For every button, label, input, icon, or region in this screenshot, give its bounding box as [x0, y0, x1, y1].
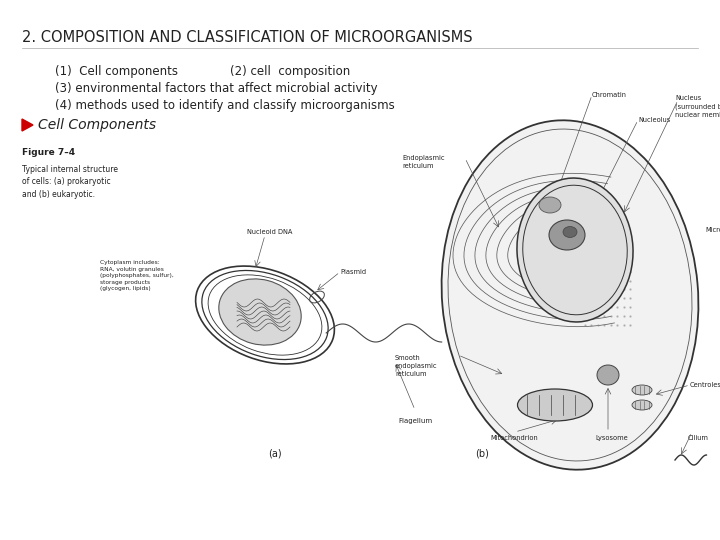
Text: (b): (b) — [475, 448, 489, 458]
Ellipse shape — [549, 220, 585, 250]
Text: Flagellum: Flagellum — [398, 418, 432, 424]
Text: Mitochondrion: Mitochondrion — [490, 435, 538, 441]
Text: Plasmid: Plasmid — [340, 269, 366, 275]
Ellipse shape — [219, 279, 301, 345]
Text: (3) environmental factors that affect microbial activity: (3) environmental factors that affect mi… — [55, 82, 377, 95]
Ellipse shape — [563, 226, 577, 238]
Text: Nucleus
(surrounded by
nuclear membrane): Nucleus (surrounded by nuclear membrane) — [675, 95, 720, 118]
Text: (4) methods used to identify and classify microorganisms: (4) methods used to identify and classif… — [55, 99, 395, 112]
Text: Centroles: Centroles — [690, 382, 720, 388]
Text: Lysosome: Lysosome — [595, 435, 628, 441]
Text: Nucleoid DNA: Nucleoid DNA — [247, 229, 293, 235]
Text: Chromatin: Chromatin — [592, 92, 627, 98]
Text: Cilium: Cilium — [688, 435, 709, 441]
Text: Nucleolus: Nucleolus — [638, 117, 670, 123]
Ellipse shape — [517, 178, 633, 322]
Text: Microtubules: Microtubules — [705, 227, 720, 233]
Text: Cell Components: Cell Components — [38, 118, 156, 132]
Text: Smooth
endoplasmic
reticulum: Smooth endoplasmic reticulum — [395, 355, 438, 377]
Ellipse shape — [441, 120, 698, 470]
Text: Cytoplasm includes:
RNA, volutin granules
(polyphosphates, sulfur),
storage prod: Cytoplasm includes: RNA, volutin granule… — [100, 260, 174, 292]
Text: Endoplasmic
reticulum: Endoplasmic reticulum — [402, 155, 444, 169]
Text: Typical internal structure
of cells: (a) prokaryotic
and (b) eukaryotic.: Typical internal structure of cells: (a)… — [22, 165, 118, 199]
Text: (1)  Cell components: (1) Cell components — [55, 65, 178, 78]
Ellipse shape — [632, 400, 652, 410]
Ellipse shape — [539, 197, 561, 213]
Ellipse shape — [518, 389, 593, 421]
Polygon shape — [22, 119, 33, 131]
Text: Figure 7–4: Figure 7–4 — [22, 148, 75, 157]
Text: 2. COMPOSITION AND CLASSIFICATION OF MICROORGANISMS: 2. COMPOSITION AND CLASSIFICATION OF MIC… — [22, 30, 472, 45]
Text: (a): (a) — [268, 448, 282, 458]
Text: (2) cell  composition: (2) cell composition — [230, 65, 350, 78]
Ellipse shape — [632, 385, 652, 395]
Ellipse shape — [597, 365, 619, 385]
